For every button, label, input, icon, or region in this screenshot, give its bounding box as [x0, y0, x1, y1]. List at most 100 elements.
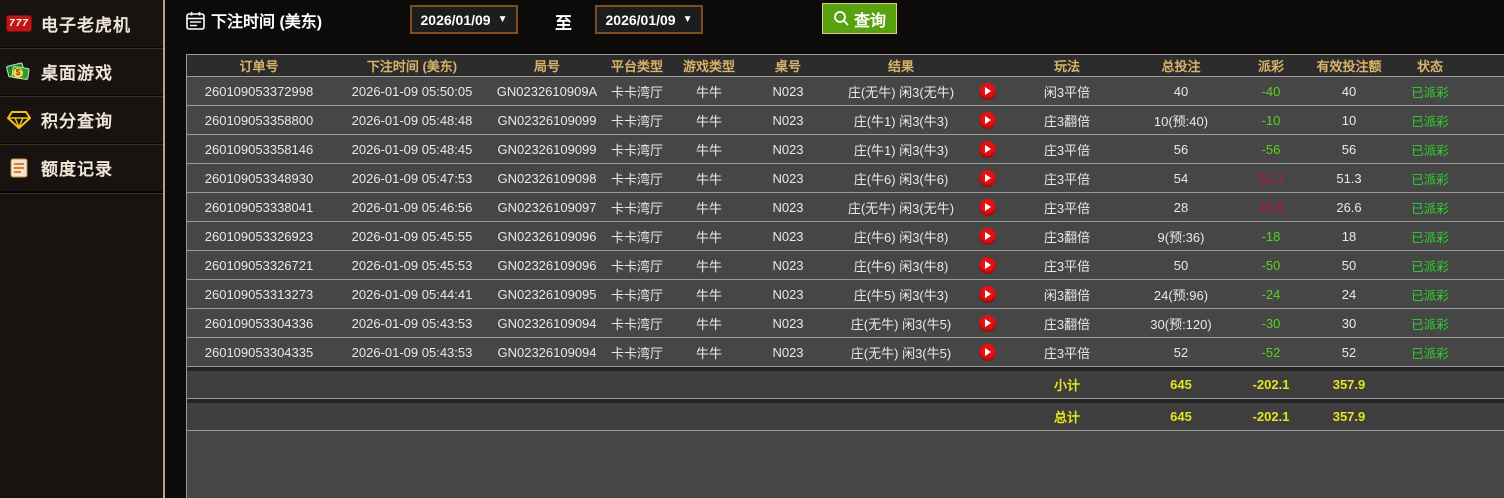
slot-777-icon: 777	[6, 13, 32, 35]
date-from-picker[interactable]: 2026/01/09 ▼	[410, 5, 518, 34]
cell-game-type: 牛牛	[695, 113, 722, 129]
cell-status: 已派彩	[1411, 259, 1449, 274]
cell-status: 已派彩	[1411, 114, 1449, 129]
table-row: 260109053304335 2026-01-09 05:43:53 GN02…	[187, 338, 1504, 367]
cell-status: 已派彩	[1411, 288, 1449, 303]
play-icon[interactable]	[979, 285, 996, 303]
sidebar-item-points-query[interactable]: 积分查询	[0, 96, 163, 144]
play-icon[interactable]	[979, 82, 996, 100]
cell-status: 已派彩	[1411, 346, 1449, 361]
cell-table-no: N023	[772, 315, 804, 331]
subtotal-payout: -202.1	[1252, 377, 1290, 392]
table-row: 260109053313273 2026-01-09 05:44:41 GN02…	[187, 280, 1504, 309]
cell-order-id: 260109053348930	[204, 170, 314, 186]
cell-valid-bet: 10	[1341, 112, 1357, 128]
table-body: 260109053372998 2026-01-09 05:50:05 GN02…	[187, 77, 1504, 367]
cell-payout: -40	[1261, 83, 1281, 99]
table-row: 260109053338041 2026-01-09 05:46:56 GN02…	[187, 193, 1504, 222]
money-cards-icon: $	[5, 61, 32, 83]
cell-payout: 51.3	[1258, 170, 1284, 186]
cell-bet-time: 2026-01-09 05:45:55	[351, 228, 473, 244]
play-icon[interactable]	[979, 343, 996, 361]
cell-total-bet: 54	[1173, 170, 1189, 186]
cell-result: 庄(牛5) 闲3(牛3)	[831, 285, 1013, 304]
cell-game-type: 牛牛	[695, 345, 722, 361]
table-row: 260109053372998 2026-01-09 05:50:05 GN02…	[187, 77, 1504, 106]
sidebar-item-table-games[interactable]: $ 桌面游戏	[0, 48, 163, 96]
date-range-to-label: 至	[555, 14, 572, 33]
cell-game-type: 牛牛	[695, 258, 722, 274]
cell-round-id: GN02326109097	[497, 199, 597, 215]
cell-platform: 卡卡湾厅	[610, 258, 663, 274]
cell-payout: -24	[1261, 286, 1281, 302]
col-header-status: 状态	[1416, 59, 1443, 74]
play-icon[interactable]	[979, 198, 996, 216]
cell-result: 庄(牛6) 闲3(牛8)	[831, 227, 1013, 246]
cell-bet-time: 2026-01-09 05:48:45	[351, 141, 473, 157]
search-button[interactable]: 查询	[822, 3, 898, 34]
cell-result: 庄(牛6) 闲3(牛8)	[831, 256, 1013, 275]
cell-order-id: 260109053358146	[204, 141, 314, 157]
play-icon[interactable]	[979, 140, 996, 158]
sidebar-item-label: 桌面游戏	[41, 64, 113, 83]
cell-order-id: 260109053313273	[204, 286, 314, 302]
cell-game-type: 牛牛	[695, 171, 722, 187]
cell-valid-bet: 56	[1341, 141, 1357, 157]
subtotal-total-bet: 645	[1170, 377, 1192, 392]
play-icon[interactable]	[979, 111, 996, 129]
col-header-payout: 派彩	[1257, 59, 1284, 74]
cell-bet-time: 2026-01-09 05:46:56	[351, 199, 473, 215]
sidebar-item-label: 额度记录	[41, 160, 113, 179]
cell-play: 闲3平倍	[1043, 84, 1091, 100]
cell-play: 庄3平倍	[1043, 171, 1091, 187]
cell-status: 已派彩	[1411, 317, 1449, 332]
cell-status: 已派彩	[1411, 172, 1449, 187]
cell-order-id: 260109053326721	[204, 257, 314, 273]
cell-game-type: 牛牛	[695, 287, 722, 303]
cell-total-bet: 24(预:96)	[1153, 287, 1209, 303]
cell-payout: -10	[1261, 112, 1281, 128]
col-header-order-id: 订单号	[239, 59, 279, 74]
cell-result: 庄(无牛) 闲3(牛5)	[831, 343, 1013, 362]
cell-play: 庄3翻倍	[1043, 316, 1091, 332]
play-icon[interactable]	[979, 314, 996, 332]
cell-result: 庄(牛1) 闲3(牛3)	[831, 111, 1013, 130]
cell-total-bet: 9(预:36)	[1157, 229, 1205, 245]
cell-platform: 卡卡湾厅	[610, 113, 663, 129]
bet-records-table: 订单号 下注时间 (美东) 局号 平台类型 游戏类型 桌号 结果 玩法 总投注 …	[186, 54, 1504, 498]
cell-valid-bet: 26.6	[1336, 199, 1362, 215]
subtotal-valid-bet: 357.9	[1332, 377, 1366, 392]
play-icon[interactable]	[979, 227, 996, 245]
sidebar-item-quota-records[interactable]: 额度记录	[0, 144, 163, 192]
cell-round-id: GN02326109096	[497, 257, 597, 273]
col-header-result: 结果	[887, 59, 914, 74]
cell-play: 庄3翻倍	[1043, 229, 1091, 245]
cell-table-no: N023	[772, 257, 804, 273]
cell-result: 庄(牛1) 闲3(牛3)	[831, 140, 1013, 159]
cell-status: 已派彩	[1411, 143, 1449, 158]
search-icon	[833, 10, 850, 27]
table-row: 260109053326721 2026-01-09 05:45:53 GN02…	[187, 251, 1504, 280]
cell-status: 已派彩	[1411, 230, 1449, 245]
cell-result: 庄(无牛) 闲3(无牛)	[831, 82, 1013, 101]
cell-bet-time: 2026-01-09 05:47:53	[351, 170, 473, 186]
table-row: 260109053348930 2026-01-09 05:47:53 GN02…	[187, 164, 1504, 193]
cell-play: 闲3翻倍	[1043, 287, 1091, 303]
cell-order-id: 260109053326923	[204, 228, 314, 244]
cell-table-no: N023	[772, 170, 804, 186]
cell-table-no: N023	[772, 286, 804, 302]
date-to-picker[interactable]: 2026/01/09 ▼	[595, 5, 703, 34]
cell-play: 庄3平倍	[1043, 258, 1091, 274]
play-icon[interactable]	[979, 256, 996, 274]
cell-order-id: 260109053304335	[204, 344, 314, 360]
cell-total-bet: 52	[1173, 344, 1189, 360]
sidebar-item-slots[interactable]: 777 电子老虎机	[0, 0, 163, 48]
subtotal-row: 小计 645 -202.1 357.9	[187, 371, 1504, 399]
cell-game-type: 牛牛	[695, 200, 722, 216]
sidebar: 777 电子老虎机 $ 桌面游戏 积分查询 额度记录	[0, 0, 163, 498]
cell-round-id: GN02326109094	[497, 315, 597, 331]
total-total-bet: 645	[1170, 409, 1192, 424]
cell-payout: -56	[1261, 141, 1281, 157]
col-header-bet-time: 下注时间 (美东)	[366, 59, 458, 74]
play-icon[interactable]	[979, 169, 996, 187]
